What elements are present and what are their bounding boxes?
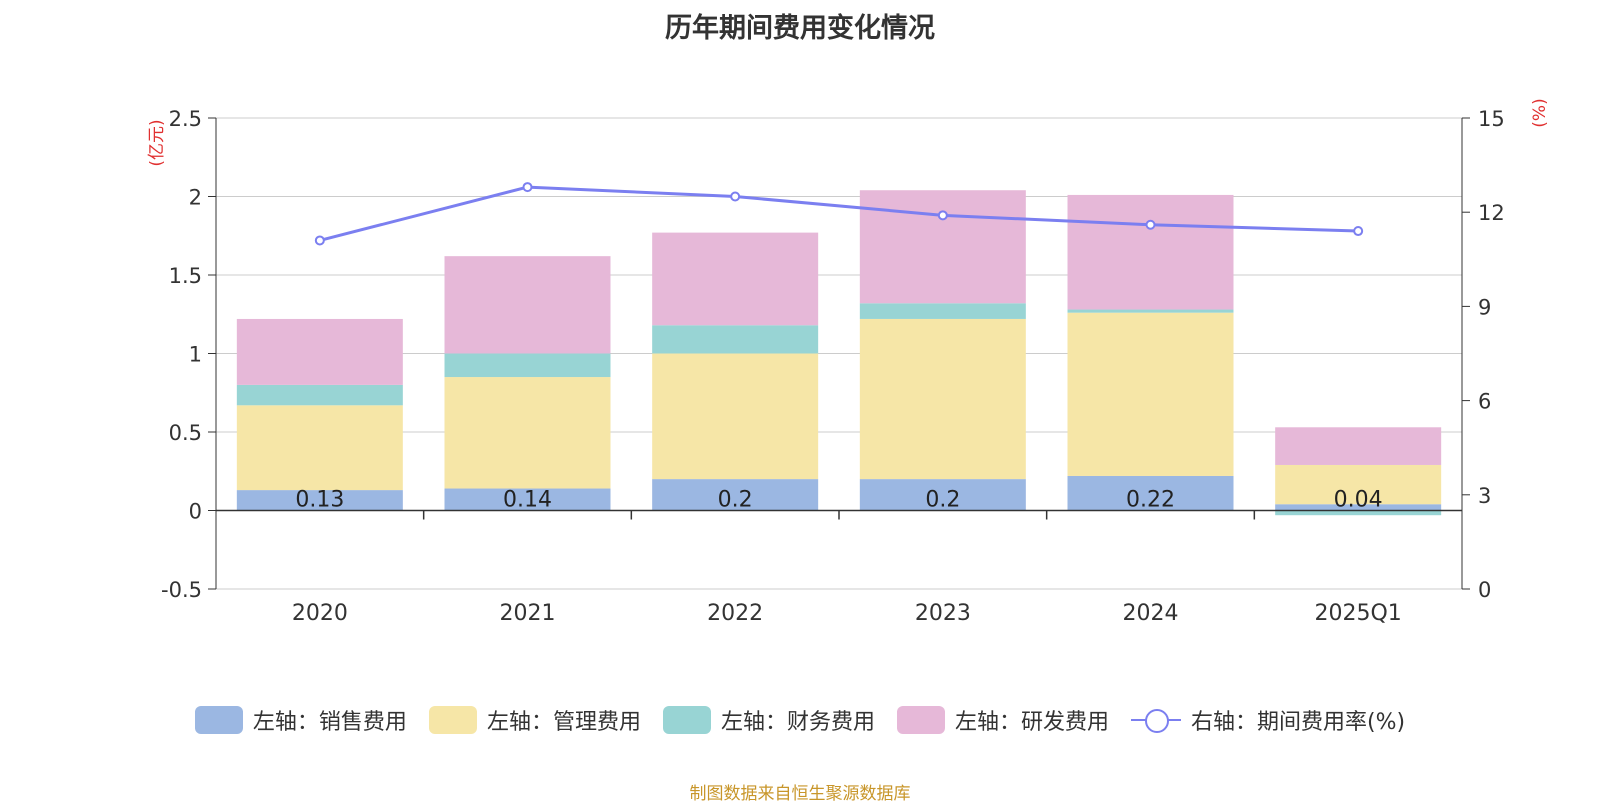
data-label-sales: 0.04 <box>1334 488 1383 513</box>
data-label-sales: 0.13 <box>295 488 344 513</box>
bar-sales <box>652 479 819 511</box>
legend-item-sales[interactable]: 左轴：销售费用 <box>194 704 407 736</box>
category-label: 2023 <box>915 601 971 626</box>
legend-swatch-rate <box>1130 706 1181 734</box>
category-label: 2025Q1 <box>1315 601 1402 626</box>
data-label-sales: 0.14 <box>503 488 552 513</box>
bar-admin <box>652 353 819 480</box>
chart-plot: -0.5 0 0.5 1 1.5 2 2.5 0 3 6 9 12 15 (亿元) (%) 0.13 0.14 0… <box>147 98 1550 626</box>
left-tick-label: 1.5 <box>169 264 202 288</box>
legend-item-rate[interactable]: 右轴：期间费用率(%) <box>1130 704 1406 736</box>
legend-item-admin[interactable]: 左轴：管理费用 <box>428 704 641 736</box>
bar-admin <box>236 405 403 491</box>
legend-swatch-admin <box>428 706 477 734</box>
bar-finance <box>236 384 403 406</box>
category-label: 2022 <box>707 601 763 626</box>
rate-point <box>937 210 948 221</box>
legend-label-rd: 左轴：研发费用 <box>954 710 1109 735</box>
legend-label-rate: 右轴：期间费用率(%) <box>1190 710 1406 735</box>
right-tick-label: 15 <box>1478 107 1505 131</box>
legend-label-sales: 左轴：销售费用 <box>252 710 407 735</box>
chart-title: 历年期间费用变化情况 <box>665 13 935 44</box>
bar-rd <box>1275 427 1442 465</box>
bar-rd <box>652 232 819 326</box>
left-tick-label: -0.5 <box>161 578 202 602</box>
legend-label-finance: 左轴：财务费用 <box>720 710 875 735</box>
rate-point <box>1145 219 1156 230</box>
left-tick-label: 2 <box>189 186 202 210</box>
bar-rd <box>859 190 1026 304</box>
left-tick-label: 2.5 <box>169 107 202 131</box>
legend: 左轴：销售费用 左轴：管理费用 左轴：财务费用 左轴：研发费用 右轴：期间费用率… <box>0 704 1600 736</box>
legend-item-finance[interactable]: 左轴：财务费用 <box>662 704 875 736</box>
right-axis-unit: (%) <box>1530 98 1550 127</box>
rate-point <box>522 182 533 193</box>
right-tick-label: 12 <box>1478 201 1505 225</box>
rate-point <box>730 191 741 202</box>
legend-swatch-rd <box>896 706 945 734</box>
bar-finance <box>1275 510 1442 516</box>
right-tick-label: 3 <box>1478 484 1491 508</box>
legend-item-rd[interactable]: 左轴：研发费用 <box>896 704 1109 736</box>
bar-admin <box>1067 312 1234 476</box>
bar-admin <box>859 318 1026 480</box>
right-tick-label: 6 <box>1478 390 1491 414</box>
bar-rd <box>444 256 611 354</box>
bar-sales <box>236 490 403 511</box>
source-note: 制图数据来自恒生聚源数据库 <box>689 784 911 804</box>
category-label: 2024 <box>1123 601 1179 626</box>
bar-rd <box>236 318 403 385</box>
bar-sales <box>444 488 611 511</box>
left-tick-label: 0 <box>189 500 202 524</box>
data-label-sales: 0.2 <box>925 488 960 513</box>
bar-admin <box>444 377 611 489</box>
legend-swatch-finance <box>662 706 711 734</box>
bar-sales <box>1275 504 1442 511</box>
category-label: 2020 <box>292 601 348 626</box>
data-label-sales: 0.2 <box>718 488 753 513</box>
right-tick-label: 9 <box>1478 295 1491 319</box>
rate-point <box>1353 226 1364 237</box>
bar-finance <box>859 303 1026 319</box>
rate-line <box>319 185 1359 242</box>
bar-sales <box>1067 475 1234 511</box>
left-tick-label: 0.5 <box>169 421 202 445</box>
bar-finance <box>652 325 819 354</box>
bar-rd <box>1067 194 1234 310</box>
left-axis-unit: (亿元) <box>147 119 167 166</box>
data-label-sales: 0.22 <box>1126 488 1175 513</box>
legend-label-admin: 左轴：管理费用 <box>486 710 641 735</box>
category-label: 2021 <box>500 601 556 626</box>
legend-swatch-sales <box>194 706 243 734</box>
bar-sales <box>859 479 1026 511</box>
rate-point <box>314 235 325 246</box>
bar-finance <box>444 353 611 378</box>
right-tick-label: 0 <box>1478 578 1491 602</box>
left-tick-label: 1 <box>189 343 202 367</box>
bar-finance <box>1067 309 1234 313</box>
bar-admin <box>1275 464 1442 505</box>
